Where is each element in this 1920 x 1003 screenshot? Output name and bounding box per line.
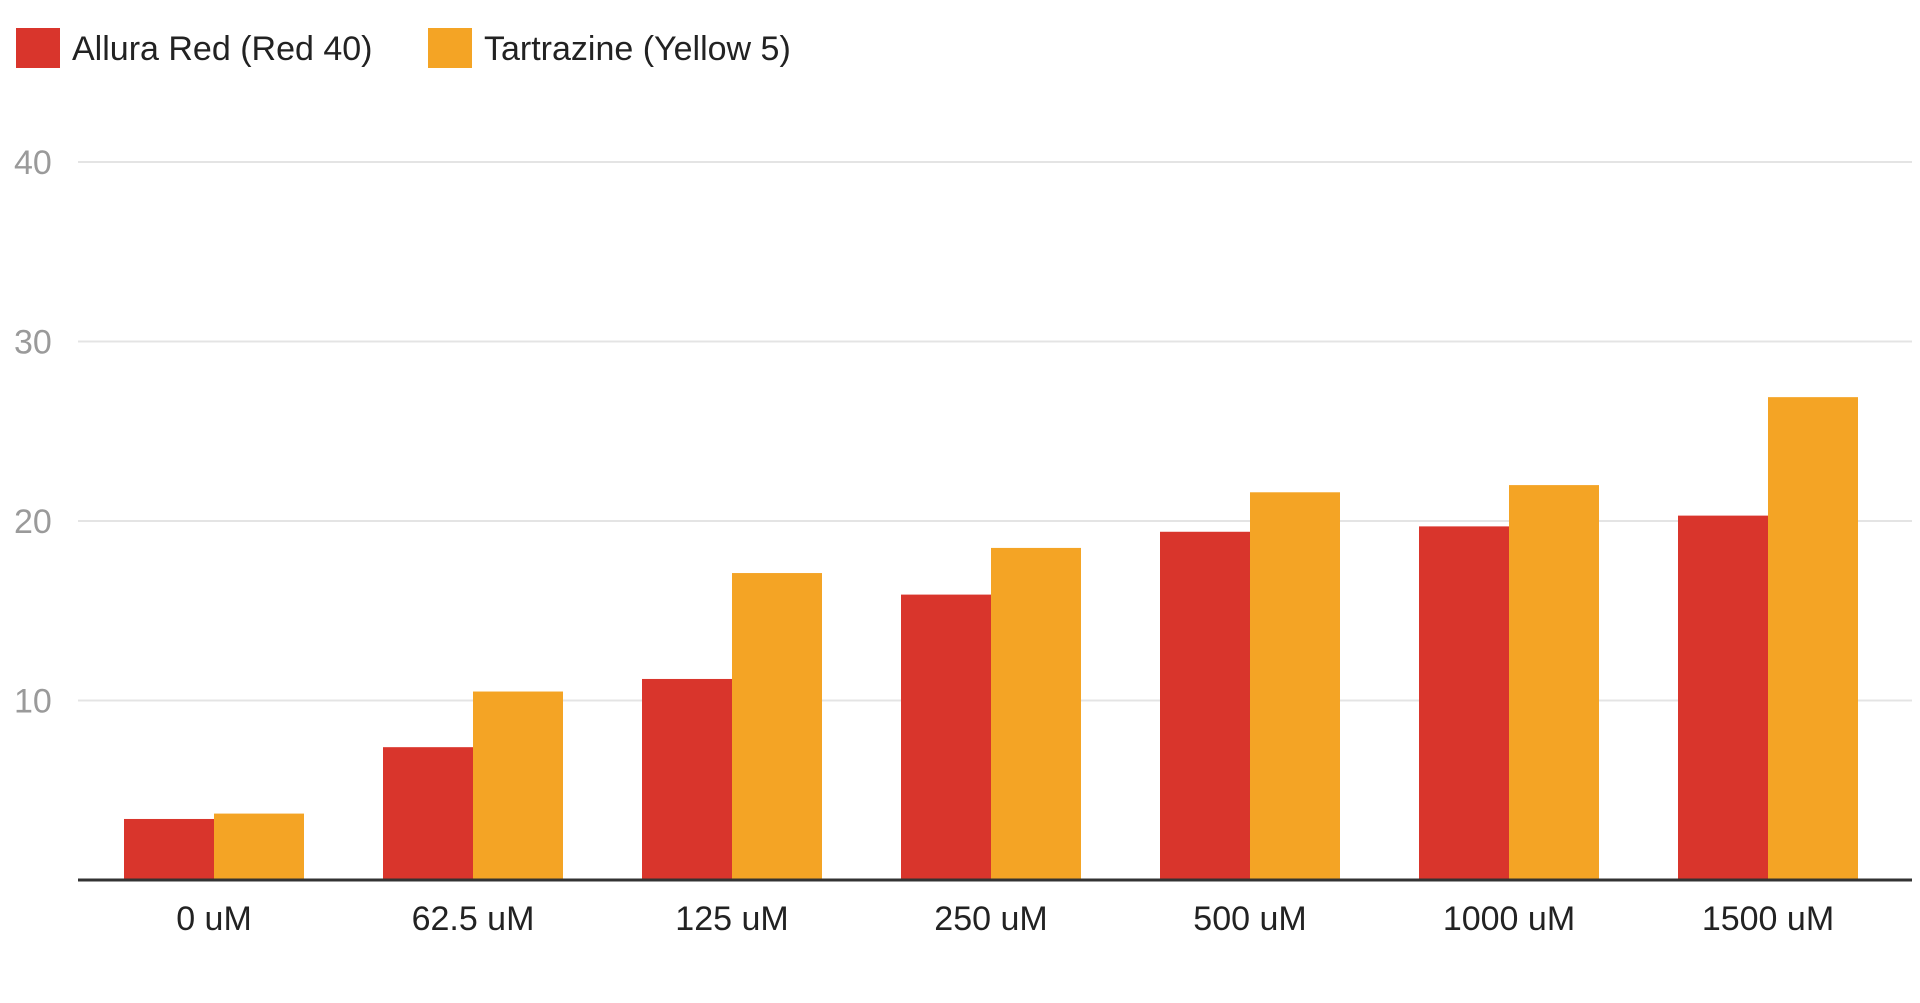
bar-allura-red-1 bbox=[124, 818, 214, 880]
bar-tartrazine-4 bbox=[991, 547, 1081, 880]
x-tick-label: 500 uM bbox=[1193, 900, 1306, 938]
bar-tartrazine-1 bbox=[214, 813, 304, 880]
bar-tartrazine-2 bbox=[473, 691, 563, 880]
legend-label-2: Tartrazine (Yellow 5) bbox=[484, 30, 791, 68]
x-tick-label: 125 uM bbox=[675, 900, 788, 938]
y-tick-label: 40 bbox=[14, 144, 52, 182]
bar-tartrazine-6 bbox=[1509, 485, 1599, 880]
bar-allura-red-6 bbox=[1419, 526, 1509, 880]
bar-allura-red-2 bbox=[383, 747, 473, 880]
y-axis-ticks: 10 20 30 40 bbox=[14, 144, 52, 721]
legend-swatch-2 bbox=[428, 28, 472, 68]
bar-tartrazine-3 bbox=[732, 573, 822, 880]
bar-allura-red-5 bbox=[1160, 531, 1250, 880]
legend-swatch-1 bbox=[16, 28, 60, 68]
bar-allura-red-7 bbox=[1678, 515, 1768, 880]
y-tick-label: 20 bbox=[14, 503, 52, 541]
legend: Allura Red (Red 40) Tartrazine (Yellow 5) bbox=[16, 28, 791, 68]
x-tick-label: 0 uM bbox=[176, 900, 252, 938]
x-tick-label: 1500 uM bbox=[1702, 900, 1834, 938]
bars bbox=[124, 397, 1858, 880]
x-tick-label: 1000 uM bbox=[1443, 900, 1575, 938]
x-tick-label: 62.5 uM bbox=[412, 900, 535, 938]
x-axis-ticks: 0 uM 62.5 uM 125 uM 250 uM 500 uM 1000 uM 1500… bbox=[176, 900, 1834, 938]
bar-allura-red-3 bbox=[642, 678, 732, 880]
bar-allura-red-4 bbox=[901, 594, 991, 880]
y-tick-label: 30 bbox=[14, 324, 52, 362]
bar-tartrazine-5 bbox=[1250, 492, 1340, 880]
bar-tartrazine-7 bbox=[1768, 397, 1858, 880]
x-tick-label: 250 uM bbox=[934, 900, 1047, 938]
legend-label-1: Allura Red (Red 40) bbox=[72, 30, 372, 68]
y-tick-label: 10 bbox=[14, 683, 52, 721]
